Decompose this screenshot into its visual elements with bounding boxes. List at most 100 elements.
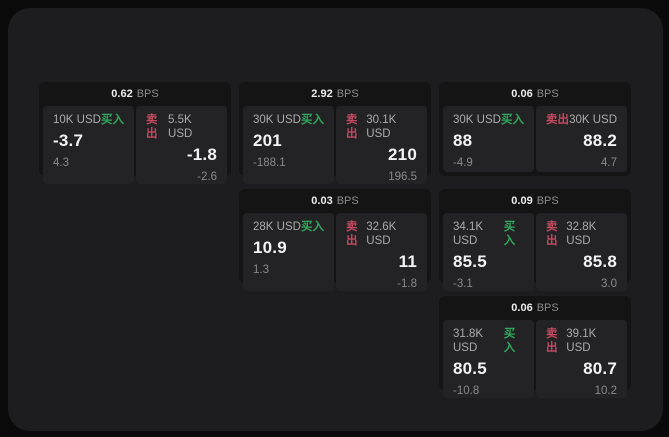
buy-side-label: 买入 (101, 114, 124, 126)
quote-card: 0.09 BPS 34.1K USD 买入 85.5 -3.1 卖出 32.8K… (439, 189, 631, 291)
sell-size: 32.6K USD (366, 221, 397, 247)
sell-panel[interactable]: 卖出 39.1K USD 80.7 10.2 (536, 320, 627, 398)
sell-price: -1.8 (186, 145, 217, 164)
sell-panel[interactable]: 卖出 32.6K USD 11 -1.8 (336, 213, 427, 291)
sell-panel-top: 卖出 30K USD (546, 113, 617, 127)
buy-panel-top: 31.8K USD 买入 (453, 327, 524, 355)
buy-panel-top: 30K USD 买入 (253, 113, 324, 127)
quote-card: 0.03 BPS 28K USD 买入 10.9 1.3 卖出 32.6K US… (239, 189, 431, 291)
buy-price: 85.5 (453, 252, 487, 271)
quote-card: 0.62 BPS 10K USD 买入 -3.7 4.3 卖出 5.5K USD… (39, 82, 231, 184)
buy-panel[interactable]: 30K USD 买入 88 -4.9 (443, 106, 534, 172)
sell-side-label: 卖出 (546, 328, 558, 354)
sell-panel-top: 卖出 30.1K USD (346, 113, 417, 141)
card-body: 28K USD 买入 10.9 1.3 卖出 32.6K USD 11 -1.8 (239, 213, 431, 295)
sell-price: 11 (398, 252, 417, 271)
buy-side-label: 买入 (503, 221, 516, 247)
card-header: 2.92 BPS (239, 82, 431, 106)
buy-panel[interactable]: 30K USD 买入 201 -188.1 (243, 106, 334, 184)
buy-side-label: 买入 (501, 114, 524, 126)
sell-side-label: 卖出 (546, 221, 558, 247)
card-body: 30K USD 买入 88 -4.9 卖出 30K USD 88.2 4.7 (439, 106, 631, 176)
sell-panel-top: 卖出 32.6K USD (346, 220, 417, 248)
buy-panel-top: 10K USD 买入 (53, 113, 124, 127)
bps-value: 0.62 (111, 88, 133, 100)
sell-panel[interactable]: 卖出 32.8K USD 85.8 3.0 (536, 213, 627, 291)
buy-size: 30K USD (453, 114, 501, 126)
sell-delta: -2.6 (197, 171, 217, 183)
sell-price: 85.8 (583, 252, 617, 271)
buy-panel[interactable]: 10K USD 买入 -3.7 4.3 (43, 106, 134, 184)
bps-value: 0.09 (511, 195, 533, 207)
quote-grid: 0.62 BPS 10K USD 买入 -3.7 4.3 卖出 5.5K USD… (39, 82, 631, 398)
sell-price: 210 (388, 145, 417, 164)
sell-size: 30.1K USD (366, 114, 397, 140)
sell-side-label: 卖出 (346, 114, 358, 140)
card-header: 0.62 BPS (39, 82, 231, 106)
bps-value: 0.06 (511, 88, 533, 100)
buy-delta: -3.1 (453, 278, 473, 290)
buy-side-label: 买入 (503, 328, 516, 354)
sell-size: 39.1K USD (566, 328, 597, 354)
card-header: 0.06 BPS (439, 82, 631, 106)
sell-delta: 10.2 (594, 385, 617, 397)
buy-side-label: 买入 (301, 114, 324, 126)
sell-panel-top: 卖出 5.5K USD (146, 113, 217, 141)
buy-size: 30K USD (253, 114, 301, 126)
buy-panel[interactable]: 28K USD 买入 10.9 1.3 (243, 213, 334, 291)
card-body: 34.1K USD 买入 85.5 -3.1 卖出 32.8K USD 85.8… (439, 213, 631, 295)
sell-size: 30K USD (569, 114, 617, 126)
bps-unit: BPS (536, 88, 559, 100)
buy-size: 28K USD (253, 221, 301, 233)
buy-price: -3.7 (53, 131, 84, 150)
card-header: 0.09 BPS (439, 189, 631, 213)
buy-price: 80.5 (453, 359, 487, 378)
bps-value: 2.92 (311, 88, 333, 100)
sell-delta: 196.5 (388, 171, 417, 183)
sell-panel[interactable]: 卖出 30K USD 88.2 4.7 (536, 106, 627, 172)
sell-panel[interactable]: 卖出 30.1K USD 210 196.5 (336, 106, 427, 184)
quote-card: 0.06 BPS 31.8K USD 买入 80.5 -10.8 卖出 39.1… (439, 296, 631, 398)
buy-panel-top: 30K USD 买入 (453, 113, 524, 127)
sell-price: 88.2 (583, 131, 617, 150)
bps-value: 0.06 (511, 302, 533, 314)
buy-size: 10K USD (53, 114, 101, 126)
sell-panel-top: 卖出 39.1K USD (546, 327, 617, 355)
buy-delta: 4.3 (53, 157, 69, 169)
card-body: 31.8K USD 买入 80.5 -10.8 卖出 39.1K USD 80.… (439, 320, 631, 402)
bps-unit: BPS (536, 302, 559, 314)
buy-price: 201 (253, 131, 282, 150)
buy-panel-top: 34.1K USD 买入 (453, 220, 524, 248)
sell-size: 32.8K USD (566, 221, 597, 247)
card-header: 0.03 BPS (239, 189, 431, 213)
card-body: 30K USD 买入 201 -188.1 卖出 30.1K USD 210 1… (239, 106, 431, 188)
quote-card: 0.06 BPS 30K USD 买入 88 -4.9 卖出 30K USD 8… (439, 82, 631, 176)
buy-delta: -188.1 (253, 157, 286, 169)
buy-panel[interactable]: 31.8K USD 买入 80.5 -10.8 (443, 320, 534, 398)
app-window: 0.62 BPS 10K USD 买入 -3.7 4.3 卖出 5.5K USD… (8, 8, 663, 431)
buy-panel[interactable]: 34.1K USD 买入 85.5 -3.1 (443, 213, 534, 291)
sell-delta: -1.8 (397, 278, 417, 290)
buy-size: 34.1K USD (453, 221, 484, 247)
sell-side-label: 卖出 (546, 114, 569, 126)
buy-delta: -10.8 (453, 385, 480, 397)
quote-card: 2.92 BPS 30K USD 买入 201 -188.1 卖出 30.1K … (239, 82, 431, 184)
bps-unit: BPS (536, 195, 559, 207)
sell-panel[interactable]: 卖出 5.5K USD -1.8 -2.6 (136, 106, 227, 184)
buy-side-label: 买入 (301, 221, 324, 233)
buy-price: 10.9 (253, 238, 287, 257)
card-header: 0.06 BPS (439, 296, 631, 320)
sell-size: 5.5K USD (168, 114, 193, 140)
sell-delta: 4.7 (601, 157, 617, 169)
card-body: 10K USD 买入 -3.7 4.3 卖出 5.5K USD -1.8 -2.… (39, 106, 231, 188)
bps-value: 0.03 (311, 195, 333, 207)
bps-unit: BPS (336, 88, 359, 100)
sell-panel-top: 卖出 32.8K USD (546, 220, 617, 248)
sell-delta: 3.0 (601, 278, 617, 290)
sell-price: 80.7 (583, 359, 617, 378)
sell-side-label: 卖出 (346, 221, 358, 247)
buy-size: 31.8K USD (453, 328, 484, 354)
buy-panel-top: 28K USD 买入 (253, 220, 324, 234)
buy-price: 88 (453, 131, 473, 150)
